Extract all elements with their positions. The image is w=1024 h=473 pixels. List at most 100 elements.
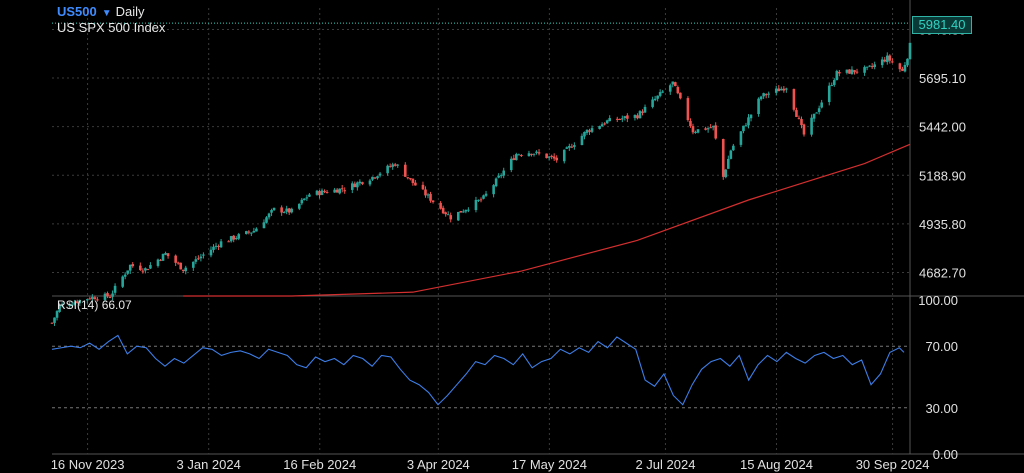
candle-body [121,276,124,287]
rsi-path [51,334,905,406]
candle-body [679,92,682,99]
candle-body [192,261,195,268]
candle-body [78,300,82,304]
candle-body [232,235,235,240]
candle-body [782,88,786,91]
candle-body [689,120,692,127]
candle-body [315,190,319,195]
candle-body [676,87,680,94]
candle-body [456,211,460,221]
candle-body [318,191,321,196]
time-axis: 16 Nov 2023 3 Jan 2024 16 Feb 2024 3 Apr 20… [51,457,930,472]
candle-body [499,175,503,177]
candle-body [255,228,258,232]
candle-body [827,85,831,103]
candle-body [247,231,251,233]
moving-average-line [183,143,911,297]
candle-body [694,131,697,133]
candle-body [777,88,781,92]
candle-body [653,98,657,101]
candle-body [227,241,230,243]
candle-body [704,128,707,130]
candle-body [850,69,854,75]
candle-body [308,194,311,197]
candle-body [621,118,624,120]
candle-body [343,190,347,192]
candle-body [393,164,397,166]
candle-body [774,88,778,93]
candle-body [744,125,748,127]
candle-body [573,145,576,147]
candle-body [515,154,518,161]
instrument-name: US SPX 500 Index [57,20,166,35]
moving-average-path [183,143,911,297]
candle-body [351,183,354,190]
candle-body [641,111,644,113]
candle-body [305,197,309,199]
candle-body [479,199,483,201]
candle-body [353,183,357,188]
candle-body [691,126,695,133]
candle-body [898,63,902,70]
candle-body [464,209,468,212]
candle-body [219,241,223,248]
candle-body [762,93,765,97]
candle-body [197,258,200,260]
candle-body [108,297,112,299]
candle-body [446,214,450,216]
last-price-badge: 5981.40 [912,16,972,34]
caret-down-icon: ▼ [101,8,112,19]
rsi-line [51,334,905,406]
candle-body [391,164,394,167]
candle-body [184,267,188,272]
candle-body [853,70,856,73]
candle-body [181,269,185,271]
candle-body [810,117,813,135]
candle-body [166,253,170,257]
candle-body [706,128,710,130]
timeframe-label[interactable]: Daily [115,4,145,19]
candle-body [656,95,659,99]
candle-body [492,185,495,195]
rsi-tick-label: 0.00 [933,447,958,462]
candle-body [421,184,425,190]
candle-body [414,182,417,186]
candle-body [217,246,220,248]
candle-body [512,158,516,160]
candle-body [537,152,541,154]
candle-body [356,182,359,188]
candle-body [600,124,604,127]
candle-body [633,114,637,118]
candle-body [873,64,876,67]
candle-body [830,85,834,87]
candle-body [517,154,521,156]
candle-body [439,202,442,209]
candle-body [159,259,162,261]
candle-body [880,59,884,66]
candle-body [338,188,341,194]
candle-body [409,178,412,180]
candle-body [298,203,301,209]
candle-body [615,118,619,120]
candle-body [817,108,821,113]
time-tick-label: 17 May 2024 [512,457,587,472]
time-tick-label: 3 Apr 2024 [407,457,470,472]
candle-body [603,123,606,125]
symbol-selector[interactable]: US500 ▼ Daily [57,4,145,19]
price-tick-label: 5695.10 [919,71,966,86]
candle-body [671,81,675,85]
time-tick-label: 16 Feb 2024 [283,457,356,472]
candle-body [467,209,470,211]
candle-body [686,98,690,121]
candle-body [482,195,485,199]
candle-body [209,249,213,256]
candle-body [838,71,841,74]
candle-body [280,207,283,213]
candle-body [527,153,531,157]
candle-body [139,265,142,270]
candle-body [477,199,480,201]
candle-body [732,145,735,151]
candle-body [113,285,117,293]
candle-body [868,65,871,67]
rsi-legend: RSI(14) 66.07 [57,298,132,312]
